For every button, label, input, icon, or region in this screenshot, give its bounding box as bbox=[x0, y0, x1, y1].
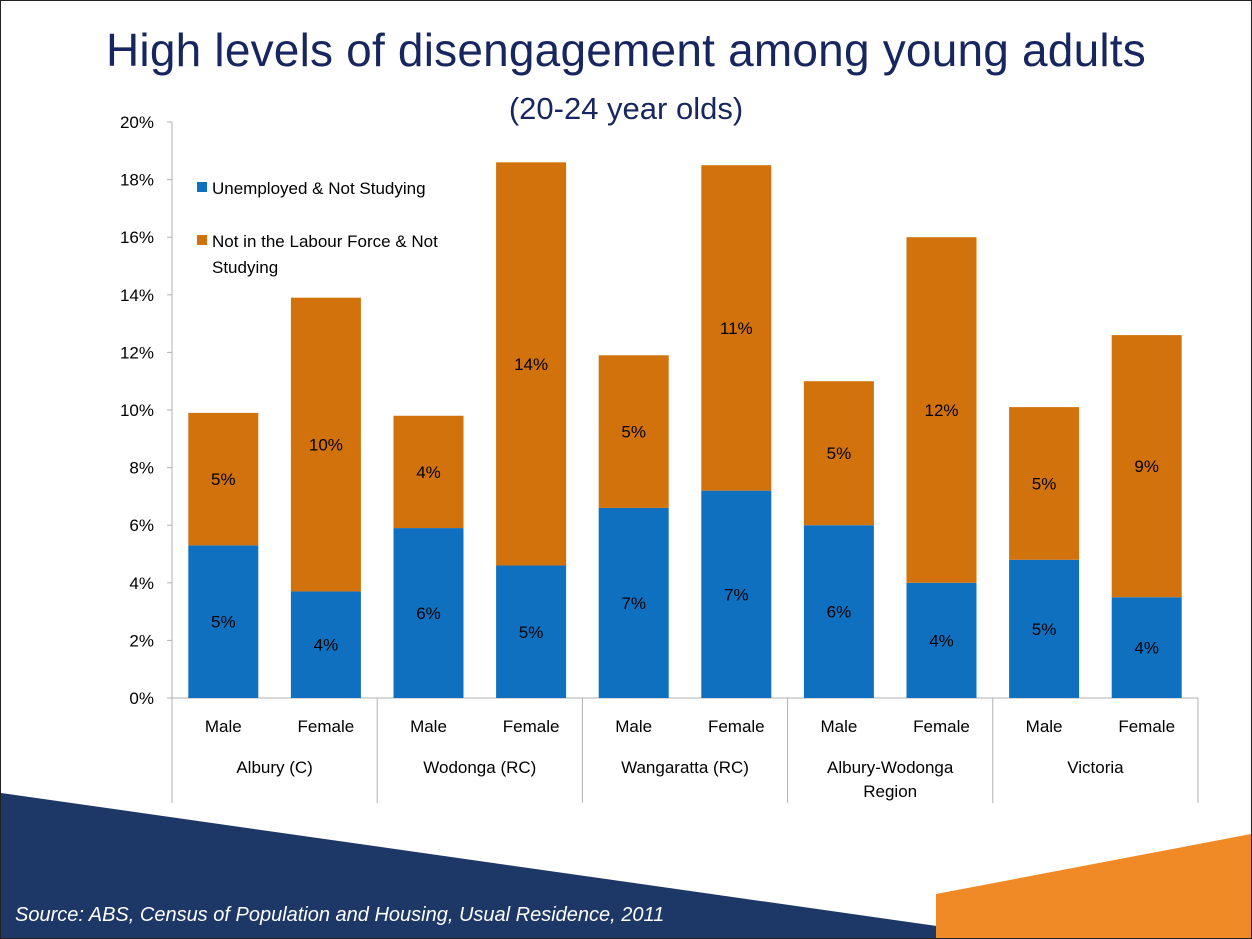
x-tick-label: Female bbox=[298, 717, 355, 736]
x-tick-label: Female bbox=[1118, 717, 1175, 736]
source-note: Source: ABS, Census of Population and Ho… bbox=[15, 904, 665, 926]
group-label: Victoria bbox=[1067, 758, 1124, 777]
y-tick-label: 2% bbox=[129, 631, 154, 650]
data-label: 5% bbox=[621, 423, 646, 442]
group-label: Wodonga (RC) bbox=[423, 758, 536, 777]
chart-subtitle: (20-24 year olds) bbox=[508, 91, 744, 126]
legend-label: Not in the Labour Force & Not bbox=[212, 232, 438, 251]
data-label: 10% bbox=[309, 436, 343, 455]
footer-navy-band bbox=[1, 793, 1021, 938]
data-label: 5% bbox=[519, 623, 544, 642]
x-tick-label: Female bbox=[503, 717, 560, 736]
data-label: 6% bbox=[827, 603, 852, 622]
data-label: 5% bbox=[1032, 620, 1057, 639]
bar-segment bbox=[393, 528, 464, 698]
group-label: Wangaratta (RC) bbox=[621, 758, 749, 777]
data-label: 5% bbox=[211, 613, 236, 632]
y-tick-label: 8% bbox=[129, 459, 154, 478]
y-tick-label: 10% bbox=[120, 401, 154, 420]
bar-segment bbox=[1009, 407, 1080, 560]
x-tick-label: Male bbox=[410, 717, 447, 736]
y-tick-label: 0% bbox=[129, 689, 154, 708]
bar-segment bbox=[188, 412, 259, 546]
y-tick-label: 4% bbox=[129, 574, 154, 593]
bar-segment bbox=[598, 355, 669, 508]
bar-segment bbox=[701, 165, 772, 491]
y-tick-label: 16% bbox=[120, 228, 154, 247]
bar-segment bbox=[496, 162, 567, 566]
x-tick-label: Male bbox=[1026, 717, 1063, 736]
bar-segment bbox=[906, 582, 977, 698]
data-label: 11% bbox=[720, 319, 753, 338]
data-label: 4% bbox=[314, 636, 339, 655]
bar-segment bbox=[701, 490, 772, 698]
legend-label: Unemployed & Not Studying bbox=[212, 179, 426, 198]
data-label: 4% bbox=[416, 463, 441, 482]
data-label: 5% bbox=[1032, 474, 1057, 493]
y-tick-label: 18% bbox=[120, 171, 154, 190]
data-label: 5% bbox=[211, 470, 236, 489]
bar-segment bbox=[1009, 559, 1080, 698]
bar-segment bbox=[290, 297, 361, 592]
legend-swatch bbox=[197, 235, 207, 245]
group-label: Albury (C) bbox=[236, 758, 313, 777]
x-tick-label: Female bbox=[708, 717, 765, 736]
bar-segment bbox=[496, 565, 567, 698]
x-tick-label: Male bbox=[615, 717, 652, 736]
bar-segment bbox=[598, 507, 669, 698]
data-label: 7% bbox=[724, 585, 749, 604]
x-tick-label: Male bbox=[205, 717, 242, 736]
legend-swatch bbox=[197, 182, 207, 192]
bar-segment bbox=[188, 545, 259, 698]
x-tick-label: Male bbox=[820, 717, 857, 736]
bar-segment bbox=[803, 381, 874, 526]
legend-label: Studying bbox=[212, 258, 278, 277]
bar-segment bbox=[290, 591, 361, 698]
y-tick-label: 6% bbox=[129, 516, 154, 535]
bar-segment bbox=[393, 415, 464, 529]
bar-segment bbox=[906, 237, 977, 583]
data-label: 14% bbox=[514, 355, 548, 374]
bar-segment bbox=[803, 525, 874, 698]
data-label: 5% bbox=[827, 444, 852, 463]
group-label: Region bbox=[863, 782, 917, 801]
data-label: 6% bbox=[416, 604, 441, 623]
chart-title: High levels of disengagement among young… bbox=[106, 24, 1146, 76]
bar-segment bbox=[1111, 597, 1182, 698]
y-tick-label: 12% bbox=[120, 343, 154, 362]
footer-orange-band bbox=[936, 834, 1251, 938]
group-label: Albury-Wodonga bbox=[827, 758, 954, 777]
data-label: 4% bbox=[1134, 639, 1159, 658]
data-label: 12% bbox=[924, 401, 958, 420]
bar-segment bbox=[1111, 335, 1182, 598]
x-tick-label: Female bbox=[913, 717, 970, 736]
y-tick-label: 14% bbox=[120, 286, 154, 305]
data-label: 9% bbox=[1134, 457, 1159, 476]
data-label: 7% bbox=[621, 594, 646, 613]
y-tick-label: 20% bbox=[120, 113, 154, 132]
data-label: 4% bbox=[929, 631, 954, 650]
